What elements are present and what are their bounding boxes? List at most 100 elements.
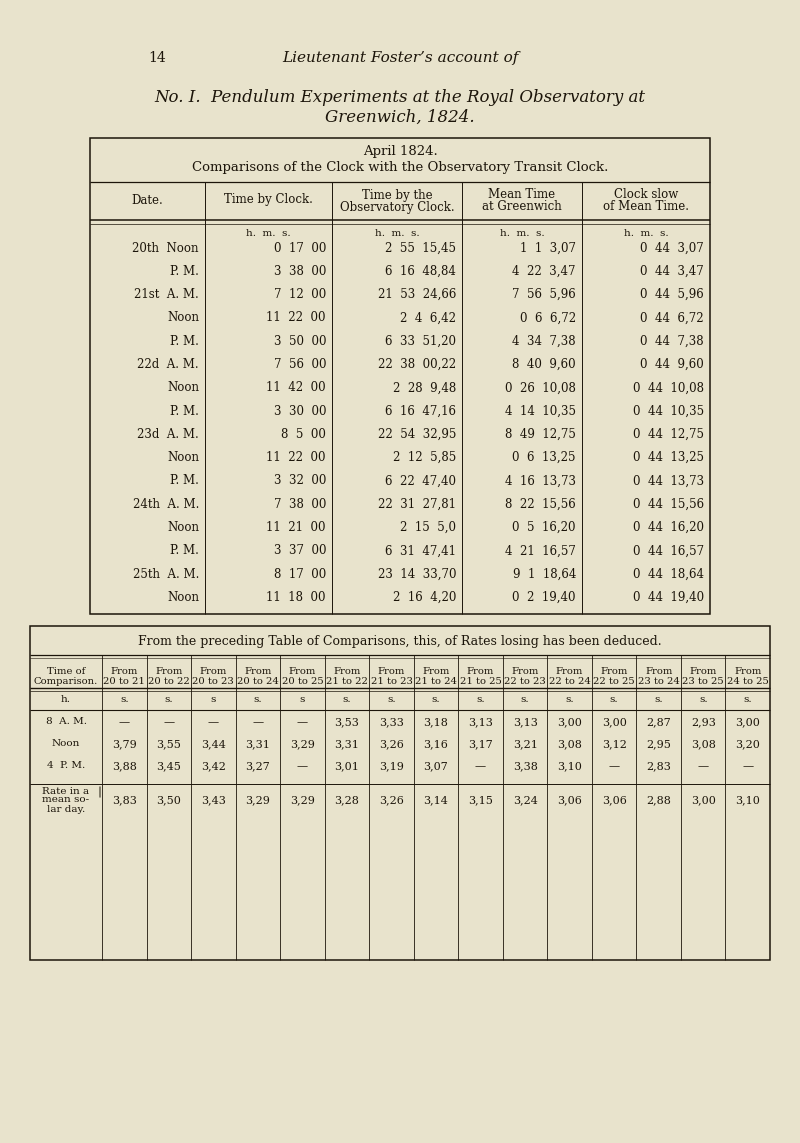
Text: No. I.  Pendulum Experiments at the Royal Observatory at: No. I. Pendulum Experiments at the Royal… [154,89,646,106]
Text: 2  12  5,85: 2 12 5,85 [393,451,456,464]
Text: 3,08: 3,08 [690,740,716,749]
Text: Noon: Noon [167,451,199,464]
Text: 14: 14 [148,51,166,65]
Text: 8  49  12,75: 8 49 12,75 [505,427,576,441]
Text: 2  55  15,45: 2 55 15,45 [385,241,456,255]
Text: 0  44  9,60: 0 44 9,60 [640,358,704,371]
Text: From: From [422,666,450,676]
Text: P. M.: P. M. [170,335,199,347]
Text: Comparison.: Comparison. [34,677,98,686]
Text: 11  21  00: 11 21 00 [266,521,326,534]
Text: 0  44  6,72: 0 44 6,72 [640,311,704,325]
Text: 3,29: 3,29 [246,796,270,805]
Text: From: From [378,666,405,676]
Text: s.: s. [432,695,440,704]
Text: 24th  A. M.: 24th A. M. [133,498,199,511]
Text: 7  56  00: 7 56 00 [274,358,326,371]
Text: 3,26: 3,26 [379,740,404,749]
Text: 22  54  32,95: 22 54 32,95 [378,427,456,441]
Text: —: — [742,761,754,772]
Text: 3,31: 3,31 [334,740,359,749]
Text: 1  1  3,07: 1 1 3,07 [520,241,576,255]
Text: 3,06: 3,06 [602,796,626,805]
Text: 3,17: 3,17 [468,740,493,749]
Text: 20 to 21: 20 to 21 [103,677,146,686]
Text: 2  28  9,48: 2 28 9,48 [393,382,456,394]
Text: 0  44  3,07: 0 44 3,07 [640,241,704,255]
Text: Noon: Noon [52,740,80,749]
Text: 20 to 23: 20 to 23 [193,677,234,686]
Text: 3,00: 3,00 [557,717,582,727]
Text: s.: s. [654,695,663,704]
Text: April 1824.: April 1824. [362,145,438,159]
Text: 23  14  33,70: 23 14 33,70 [378,568,456,581]
Text: 3,13: 3,13 [513,717,538,727]
Text: h.  m.  s.: h. m. s. [374,230,419,239]
Text: 8  17  00: 8 17 00 [274,568,326,581]
Text: 22 to 25: 22 to 25 [594,677,635,686]
Text: lar day.: lar day. [47,805,85,814]
Text: 7  56  5,96: 7 56 5,96 [512,288,576,301]
Text: 3,10: 3,10 [557,761,582,772]
Text: 21 to 24: 21 to 24 [415,677,457,686]
Text: 6  22  47,40: 6 22 47,40 [385,474,456,488]
Text: 24 to 25: 24 to 25 [726,677,769,686]
Text: 3,15: 3,15 [468,796,493,805]
Text: s.: s. [387,695,396,704]
Text: Noon: Noon [167,591,199,604]
Text: P. M.: P. M. [170,474,199,488]
Text: 3,31: 3,31 [246,740,270,749]
Text: Mean Time: Mean Time [489,189,555,201]
Text: s.: s. [610,695,618,704]
Text: 0  44  3,47: 0 44 3,47 [640,265,704,278]
Text: 0  44  16,57: 0 44 16,57 [633,544,704,558]
Text: 2  15  5,0: 2 15 5,0 [400,521,456,534]
Text: 3,27: 3,27 [246,761,270,772]
Text: 11  22  00: 11 22 00 [266,311,326,325]
Text: —: — [208,717,219,727]
Text: 20 to 25: 20 to 25 [282,677,323,686]
Text: s: s [210,695,216,704]
Text: 2  4  6,42: 2 4 6,42 [400,311,456,325]
Text: 3,00: 3,00 [690,796,716,805]
Text: s.: s. [254,695,262,704]
Text: 25th  A. M.: 25th A. M. [133,568,199,581]
Text: s: s [300,695,305,704]
Text: From: From [601,666,628,676]
Text: —: — [609,761,620,772]
Text: From: From [334,666,361,676]
Text: 2,87: 2,87 [646,717,671,727]
Text: 11  22  00: 11 22 00 [266,451,326,464]
Text: 3,88: 3,88 [112,761,137,772]
Text: 0  44  19,40: 0 44 19,40 [633,591,704,604]
Text: 21 to 25: 21 to 25 [459,677,502,686]
Text: 3,01: 3,01 [334,761,359,772]
Text: From: From [467,666,494,676]
Text: 0  44  12,75: 0 44 12,75 [633,427,704,441]
Text: 4  22  3,47: 4 22 3,47 [513,265,576,278]
Text: From: From [734,666,762,676]
Text: 3,45: 3,45 [156,761,182,772]
Text: s.: s. [743,695,752,704]
Text: h.  m.  s.: h. m. s. [500,230,544,239]
Text: s.: s. [566,695,574,704]
Text: at Greenwich: at Greenwich [482,200,562,214]
Text: 0  5  16,20: 0 5 16,20 [513,521,576,534]
Text: 3,24: 3,24 [513,796,538,805]
Text: 3,13: 3,13 [468,717,493,727]
Text: 0  44  15,56: 0 44 15,56 [633,498,704,511]
Text: s.: s. [521,695,530,704]
Text: 22 to 24: 22 to 24 [549,677,590,686]
Text: 3,19: 3,19 [379,761,404,772]
Text: Time by Clock.: Time by Clock. [224,193,313,207]
Text: 20th  Noon: 20th Noon [133,241,199,255]
Text: Comparisons of the Clock with the Observatory Transit Clock.: Comparisons of the Clock with the Observ… [192,161,608,175]
Text: 4  P. M.: 4 P. M. [47,761,85,770]
Text: 3,28: 3,28 [334,796,359,805]
Text: —: — [118,717,130,727]
Text: 22 to 23: 22 to 23 [504,677,546,686]
Text: 3  50  00: 3 50 00 [274,335,326,347]
Text: 0  44  7,38: 0 44 7,38 [640,335,704,347]
Text: 3,29: 3,29 [290,740,315,749]
Text: —: — [698,761,709,772]
